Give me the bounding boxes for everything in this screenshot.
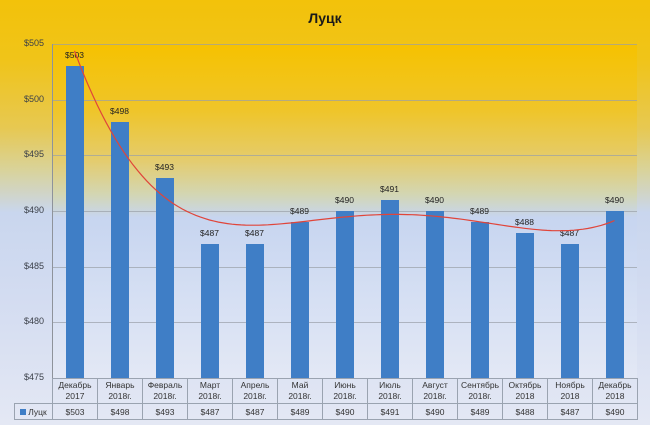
bar	[335, 211, 354, 378]
category-label-line: 2018	[515, 391, 535, 401]
category-label-line: 2018г.	[108, 391, 132, 401]
y-tick-label: $505	[23, 38, 44, 48]
legend-label: Луцк	[28, 406, 47, 417]
category-label: Август 2018г.	[412, 378, 458, 404]
category-label: Ноябрь 2018	[547, 378, 593, 404]
category-label-line: Сентябрь	[460, 380, 500, 390]
table-value: $489	[457, 403, 503, 420]
data-label: $488	[515, 217, 534, 228]
chart-title: Луцк	[308, 10, 342, 26]
data-label: $503	[65, 50, 84, 61]
category-label-line: 2018	[560, 391, 580, 401]
category-label-line: Ноябрь	[555, 380, 585, 390]
y-tick-label: $490	[23, 205, 44, 215]
table-value: $490	[592, 403, 638, 420]
category-label-line: Апрель	[240, 380, 270, 390]
y-tick-label: $495	[23, 149, 44, 160]
category-label: Май 2018г.	[277, 378, 323, 404]
category-label-line: 2018г.	[468, 391, 492, 401]
table-value: $491	[367, 403, 413, 420]
gridline	[52, 44, 637, 45]
category-label-line: Июнь	[334, 380, 356, 390]
category-label-line: 2018г.	[423, 391, 447, 401]
category-label-line: Март	[199, 380, 221, 390]
data-label: $490	[425, 195, 444, 205]
category-label-line: Декабрь	[598, 380, 632, 390]
plot-area: $503 $498 $493 $487 $487 $489 $490 $491 $490 $489…	[52, 44, 637, 379]
table-value: $503	[52, 403, 98, 420]
bar	[155, 177, 174, 378]
bar	[560, 244, 579, 378]
bar	[470, 222, 489, 378]
category-label: Январь 2018г.	[97, 378, 143, 404]
category-label: Март 2018г.	[187, 378, 233, 404]
data-label: $489	[470, 206, 489, 217]
data-label: $487	[245, 228, 264, 239]
category-label-line: 2018г.	[333, 391, 357, 401]
category-label-line: 2018	[605, 391, 625, 401]
category-label: Июль 2018г.	[367, 378, 413, 404]
bar	[380, 199, 399, 378]
gridline	[52, 155, 637, 157]
category-label-line: 2018г.	[378, 391, 402, 401]
table-value: $490	[412, 403, 458, 420]
category-label-line: Август	[422, 380, 448, 390]
category-label-line: 2017	[65, 391, 85, 401]
category-label-line: 2018г.	[198, 391, 222, 401]
data-label: $490	[335, 195, 354, 205]
data-label: $487	[200, 228, 219, 239]
y-tick-label: $485	[23, 260, 44, 271]
category-label: Апрель 2018г.	[232, 378, 278, 404]
table-value: $487	[232, 403, 278, 420]
table-value: $487	[187, 403, 233, 420]
category-label-line: Февраль	[147, 380, 183, 390]
data-table: Декабрь 2017 Январь 2018г. Февраль 2018г. Март…	[14, 378, 638, 420]
category-label: Декабрь 2018	[592, 378, 638, 404]
gridline	[52, 99, 637, 101]
table-value: $487	[547, 403, 593, 420]
category-label: Декабрь 2017	[52, 378, 98, 404]
table-value: $498	[97, 403, 143, 420]
legend-swatch-icon	[20, 408, 27, 415]
category-row: Декабрь 2017 Январь 2018г. Февраль 2018г. Март…	[14, 378, 638, 404]
data-label: $490	[605, 195, 624, 205]
table-value: $490	[322, 403, 368, 420]
category-label: Февраль 2018г.	[142, 378, 188, 404]
value-row: Луцк $503 $498 $493 $487 $487 $489 $490 $491 $49…	[14, 403, 638, 420]
bar	[245, 244, 264, 378]
bar	[425, 211, 444, 378]
y-tick-label: $500	[23, 93, 44, 104]
category-label-line: Январь	[105, 380, 135, 390]
category-label-line: Июль	[379, 380, 401, 390]
y-tick-label: $480	[23, 316, 44, 327]
bar	[515, 233, 534, 378]
bar	[200, 244, 219, 378]
legend-cell: Луцк	[14, 403, 53, 420]
data-label: $489	[290, 206, 309, 217]
category-label-line: Декабрь	[58, 380, 92, 390]
table-value: $488	[502, 403, 548, 420]
category-label: Октябрь 2018	[502, 378, 548, 404]
category-label-line: Октябрь	[508, 380, 542, 390]
y-tick-label: $475	[23, 372, 44, 382]
bar	[605, 211, 624, 378]
bar	[65, 66, 84, 378]
bar	[110, 121, 129, 378]
bar	[290, 222, 309, 378]
category-label-line: Май	[291, 380, 309, 390]
table-value: $493	[142, 403, 188, 420]
category-label: Сентябрь 2018г.	[457, 378, 503, 404]
data-label: $491	[380, 183, 399, 194]
category-label-line: 2018г.	[153, 391, 177, 401]
trendline	[73, 50, 615, 232]
table-value: $489	[277, 403, 323, 420]
category-label: Июнь 2018г.	[322, 378, 368, 404]
data-label: $487	[560, 228, 579, 239]
table-corner	[14, 378, 53, 404]
y-axis-line	[52, 44, 53, 378]
category-label-line: 2018г.	[288, 391, 312, 401]
data-label: $493	[155, 161, 174, 172]
data-label: $498	[110, 105, 129, 116]
category-label-line: 2018г.	[243, 391, 267, 401]
